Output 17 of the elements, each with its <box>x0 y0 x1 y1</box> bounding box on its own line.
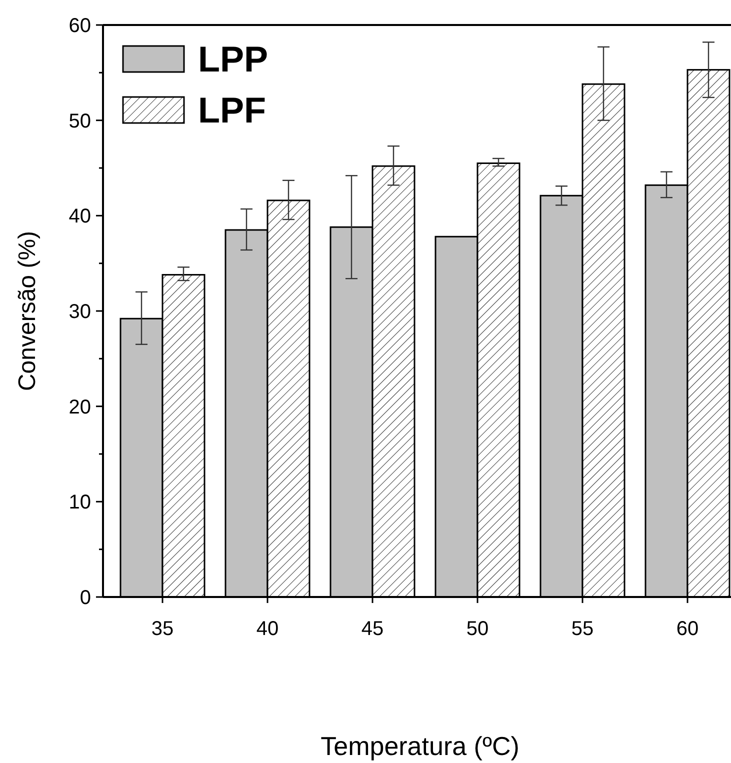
y-tick-label: 60 <box>68 15 91 37</box>
y-tick-label: 0 <box>80 587 91 609</box>
x-axis-title: Temperatura (ºC) <box>320 731 520 761</box>
legend-label: LPP <box>198 38 268 80</box>
x-tick-label: 35 <box>151 618 174 640</box>
y-tick-label: 50 <box>68 110 91 132</box>
x-tick-label: 40 <box>256 618 279 640</box>
x-tick-label: 50 <box>466 618 489 640</box>
y-tick-label: 30 <box>68 301 91 323</box>
y-tick-label: 10 <box>68 492 91 514</box>
legend-label: LPF <box>198 90 266 131</box>
x-tick-label: 60 <box>676 618 699 640</box>
y-axis-title: Conversão (%) <box>14 230 41 392</box>
y-tick-label: 40 <box>68 206 91 228</box>
y-tick-label: 20 <box>68 396 91 418</box>
x-tick-label: 55 <box>571 618 594 640</box>
x-tick-label: 45 <box>361 618 384 640</box>
